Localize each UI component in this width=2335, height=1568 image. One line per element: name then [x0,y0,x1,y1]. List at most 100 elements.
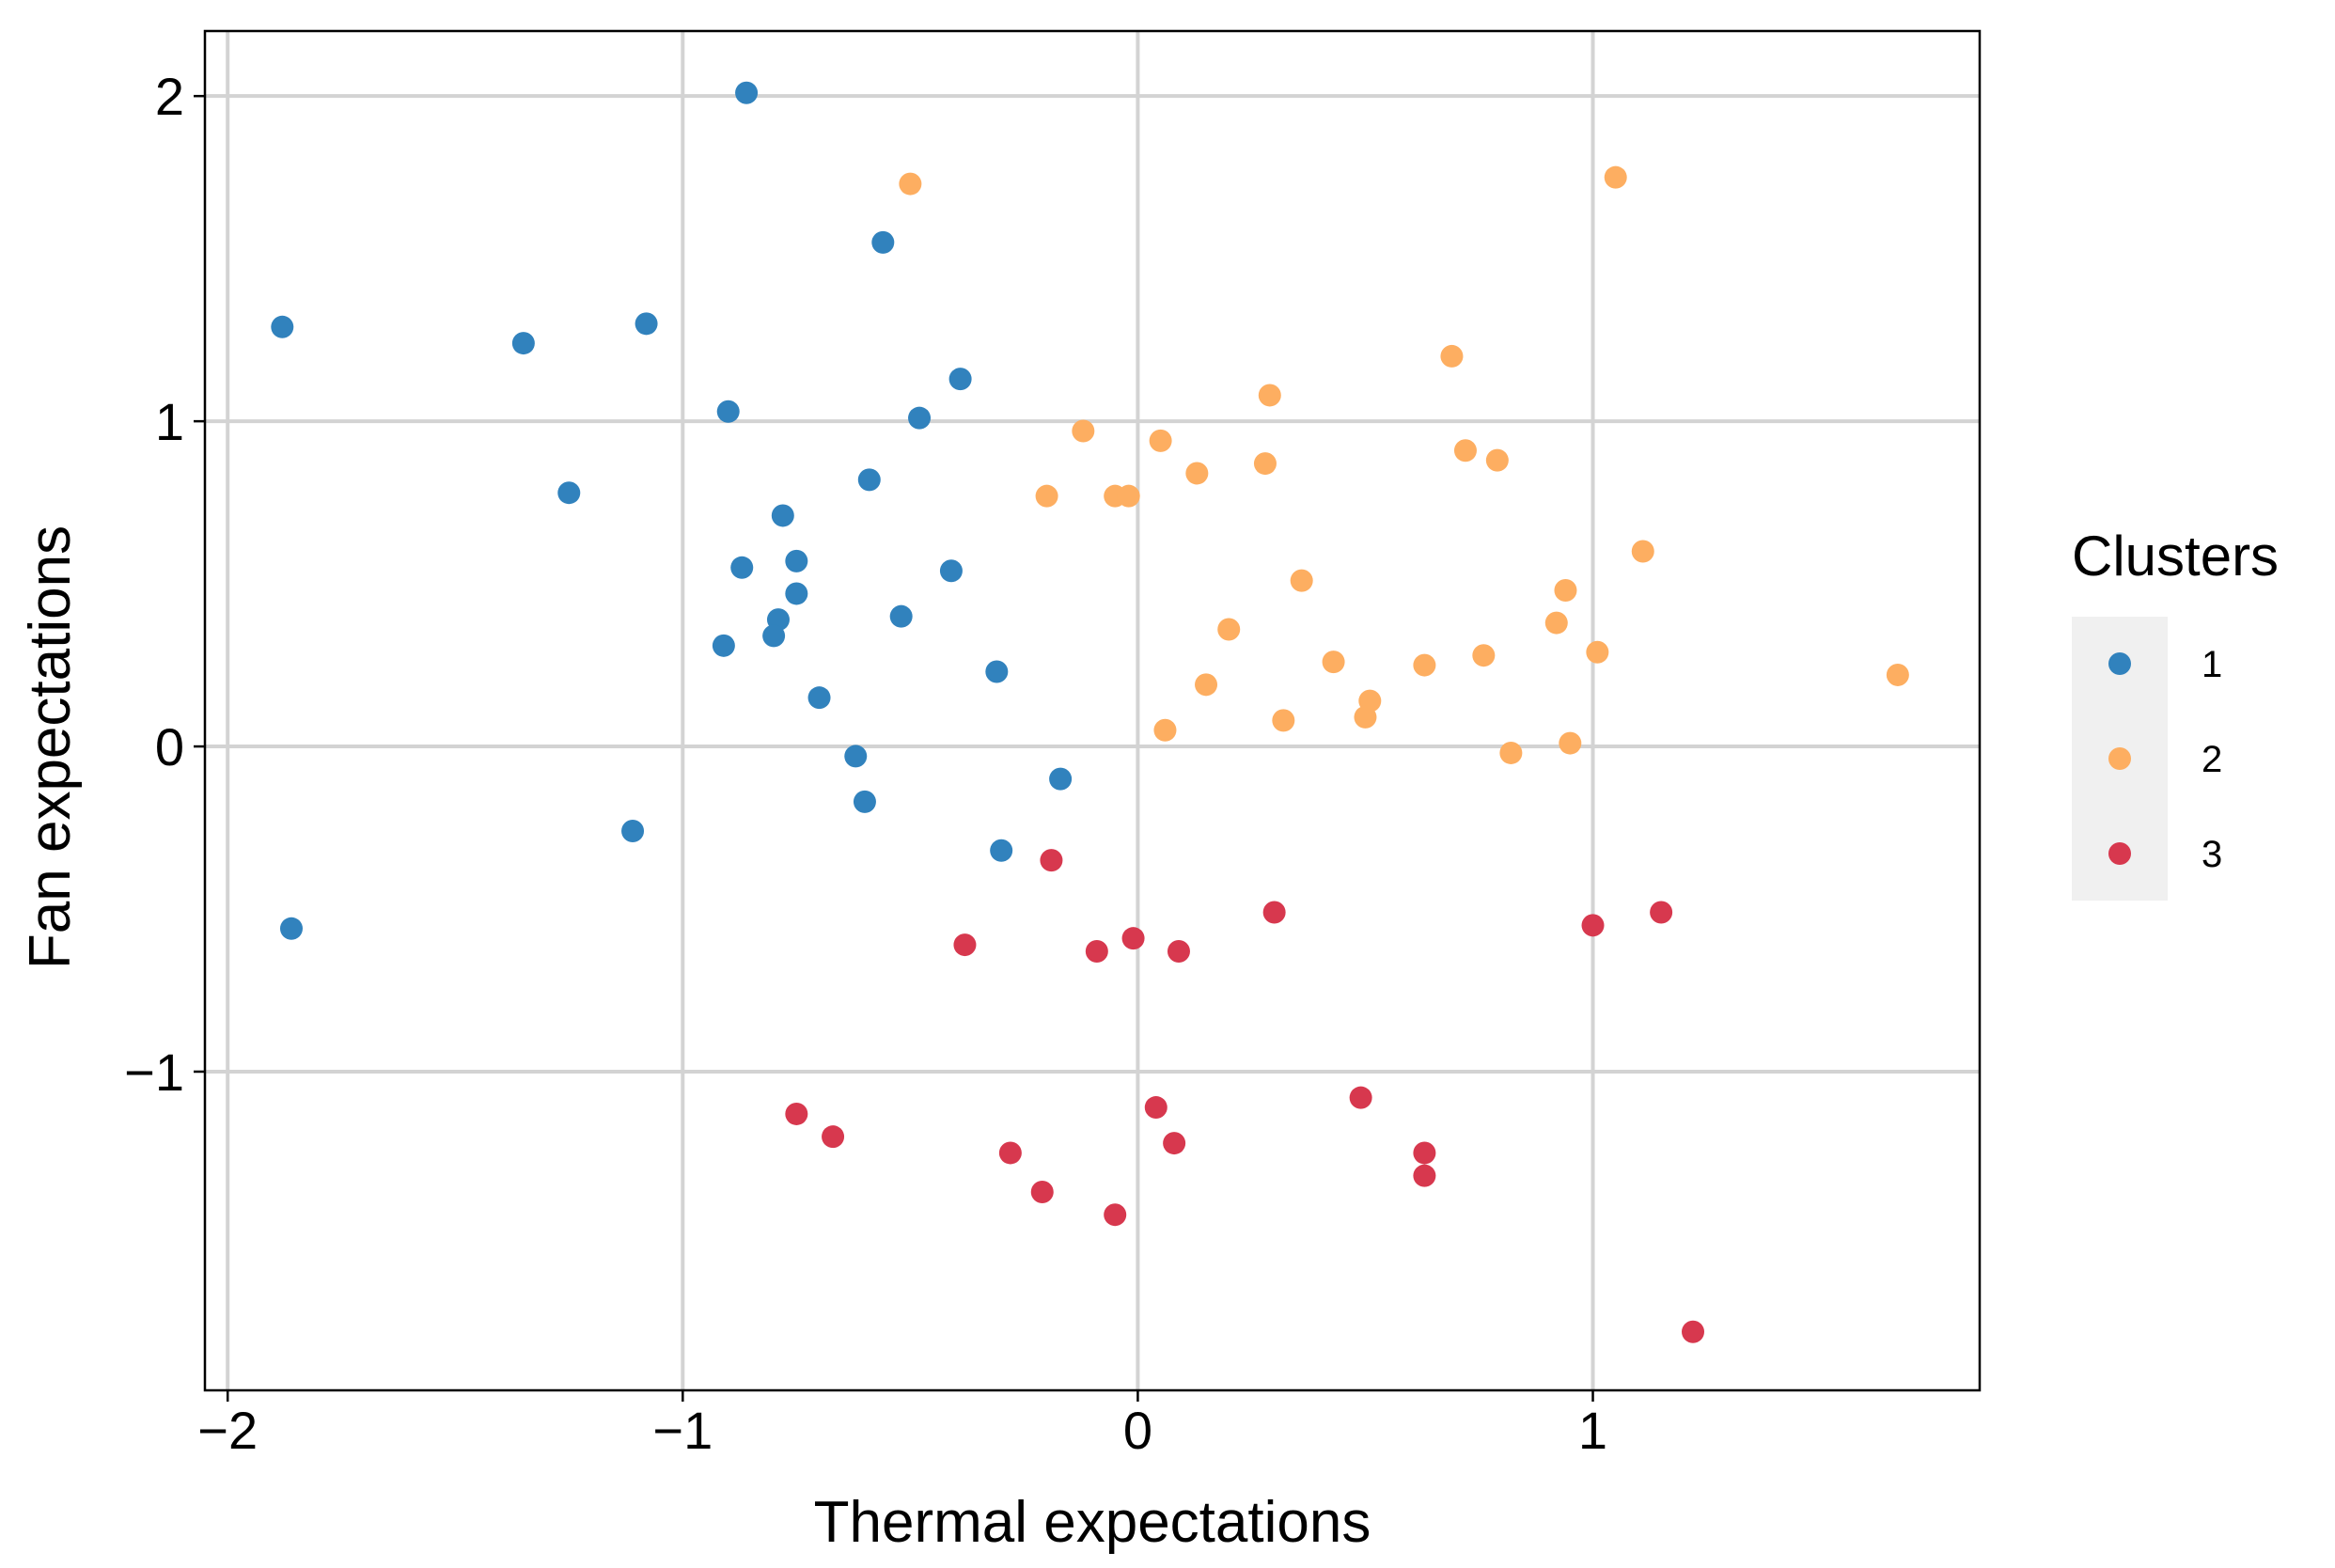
y-tick-label: 0 [155,717,184,776]
x-axis-title: Thermal expectations [814,1490,1371,1555]
data-point [939,559,963,583]
y-tick-label: −1 [124,1043,184,1102]
series-2 [899,165,1909,764]
data-point [1886,663,1909,686]
data-point [1581,914,1605,937]
data-point [1440,344,1464,368]
data-points [271,81,1909,1343]
data-point [1544,611,1568,635]
data-point [1049,767,1073,791]
data-point [1631,540,1654,563]
data-point [871,230,895,254]
legend-key-1 [2108,652,2131,675]
y-tick-label: 2 [155,67,184,126]
data-point [1472,644,1496,667]
data-point [1253,452,1277,476]
data-point [730,556,754,579]
data-point [1262,901,1286,924]
data-point [1559,731,1582,755]
data-point [853,790,876,813]
legend-label-2: 2 [2202,739,2222,780]
legend-key-3 [2108,842,2131,865]
data-point [1272,709,1295,732]
y-axis-title: Fan expectations [18,525,83,969]
data-point [998,1141,1022,1165]
data-point [1085,939,1108,963]
data-point [985,660,1009,683]
data-point [1035,484,1058,508]
data-point [1413,1164,1436,1187]
data-point [822,1125,845,1149]
data-point [889,604,913,628]
data-point [1554,579,1577,603]
data-point [1682,1320,1705,1343]
data-point [1167,939,1190,963]
data-point [948,368,972,391]
data-point [785,582,808,605]
legend-label-3: 3 [2202,834,2222,875]
data-point [271,315,294,338]
data-point [735,81,759,104]
data-point [1586,640,1609,664]
data-point [1153,718,1177,742]
x-tick-label: 1 [1578,1401,1607,1460]
data-point [712,634,735,657]
series-1 [271,81,1073,940]
data-point [716,400,740,423]
x-tick-label: 0 [1123,1401,1152,1460]
data-point [1144,1096,1168,1120]
data-point [1290,569,1313,592]
data-point [1121,927,1145,950]
data-point [1485,448,1509,472]
data-point [762,624,786,648]
data-point [1413,653,1436,677]
data-point [990,839,1013,862]
grid-lines [205,31,1980,1390]
data-point [908,406,932,430]
data-point [1349,1086,1372,1109]
data-point [1163,1132,1186,1155]
data-point [511,332,535,355]
data-point [279,917,303,940]
data-point [785,549,808,572]
data-point [844,745,868,768]
data-point [1040,849,1063,872]
data-point [807,686,831,710]
axes: −2 −1 0 1 −1 0 1 2 [124,67,1607,1460]
data-point [635,312,658,336]
data-point [1117,484,1140,508]
data-point [857,468,881,492]
data-point [1354,705,1377,729]
data-point [1413,1141,1436,1165]
legend-title: Clusters [2072,525,2279,588]
data-point [1072,419,1095,443]
data-point [1604,165,1627,189]
data-point [953,933,977,957]
data-point [1149,429,1172,452]
data-point [1322,651,1345,674]
data-point [557,481,581,505]
plot-border [203,29,1982,1392]
series-3 [785,849,1705,1343]
data-point [1258,384,1281,407]
data-point [1185,462,1209,485]
data-point [771,504,794,527]
data-point [1499,741,1523,764]
data-point [899,172,922,196]
x-tick-label: −1 [652,1401,713,1460]
x-tick-label: −2 [197,1401,258,1460]
data-point [1104,1203,1127,1227]
y-tick-label: 1 [155,392,184,451]
data-point [1650,901,1673,924]
data-point [1453,439,1477,463]
legend-label-1: 1 [2202,644,2222,685]
data-point [1195,673,1218,697]
legend-key-2 [2108,747,2131,770]
data-point [1217,618,1241,641]
legend: Clusters 1 2 3 [2072,525,2279,901]
data-point [1030,1180,1054,1203]
data-point [785,1102,808,1125]
data-point [621,819,645,842]
